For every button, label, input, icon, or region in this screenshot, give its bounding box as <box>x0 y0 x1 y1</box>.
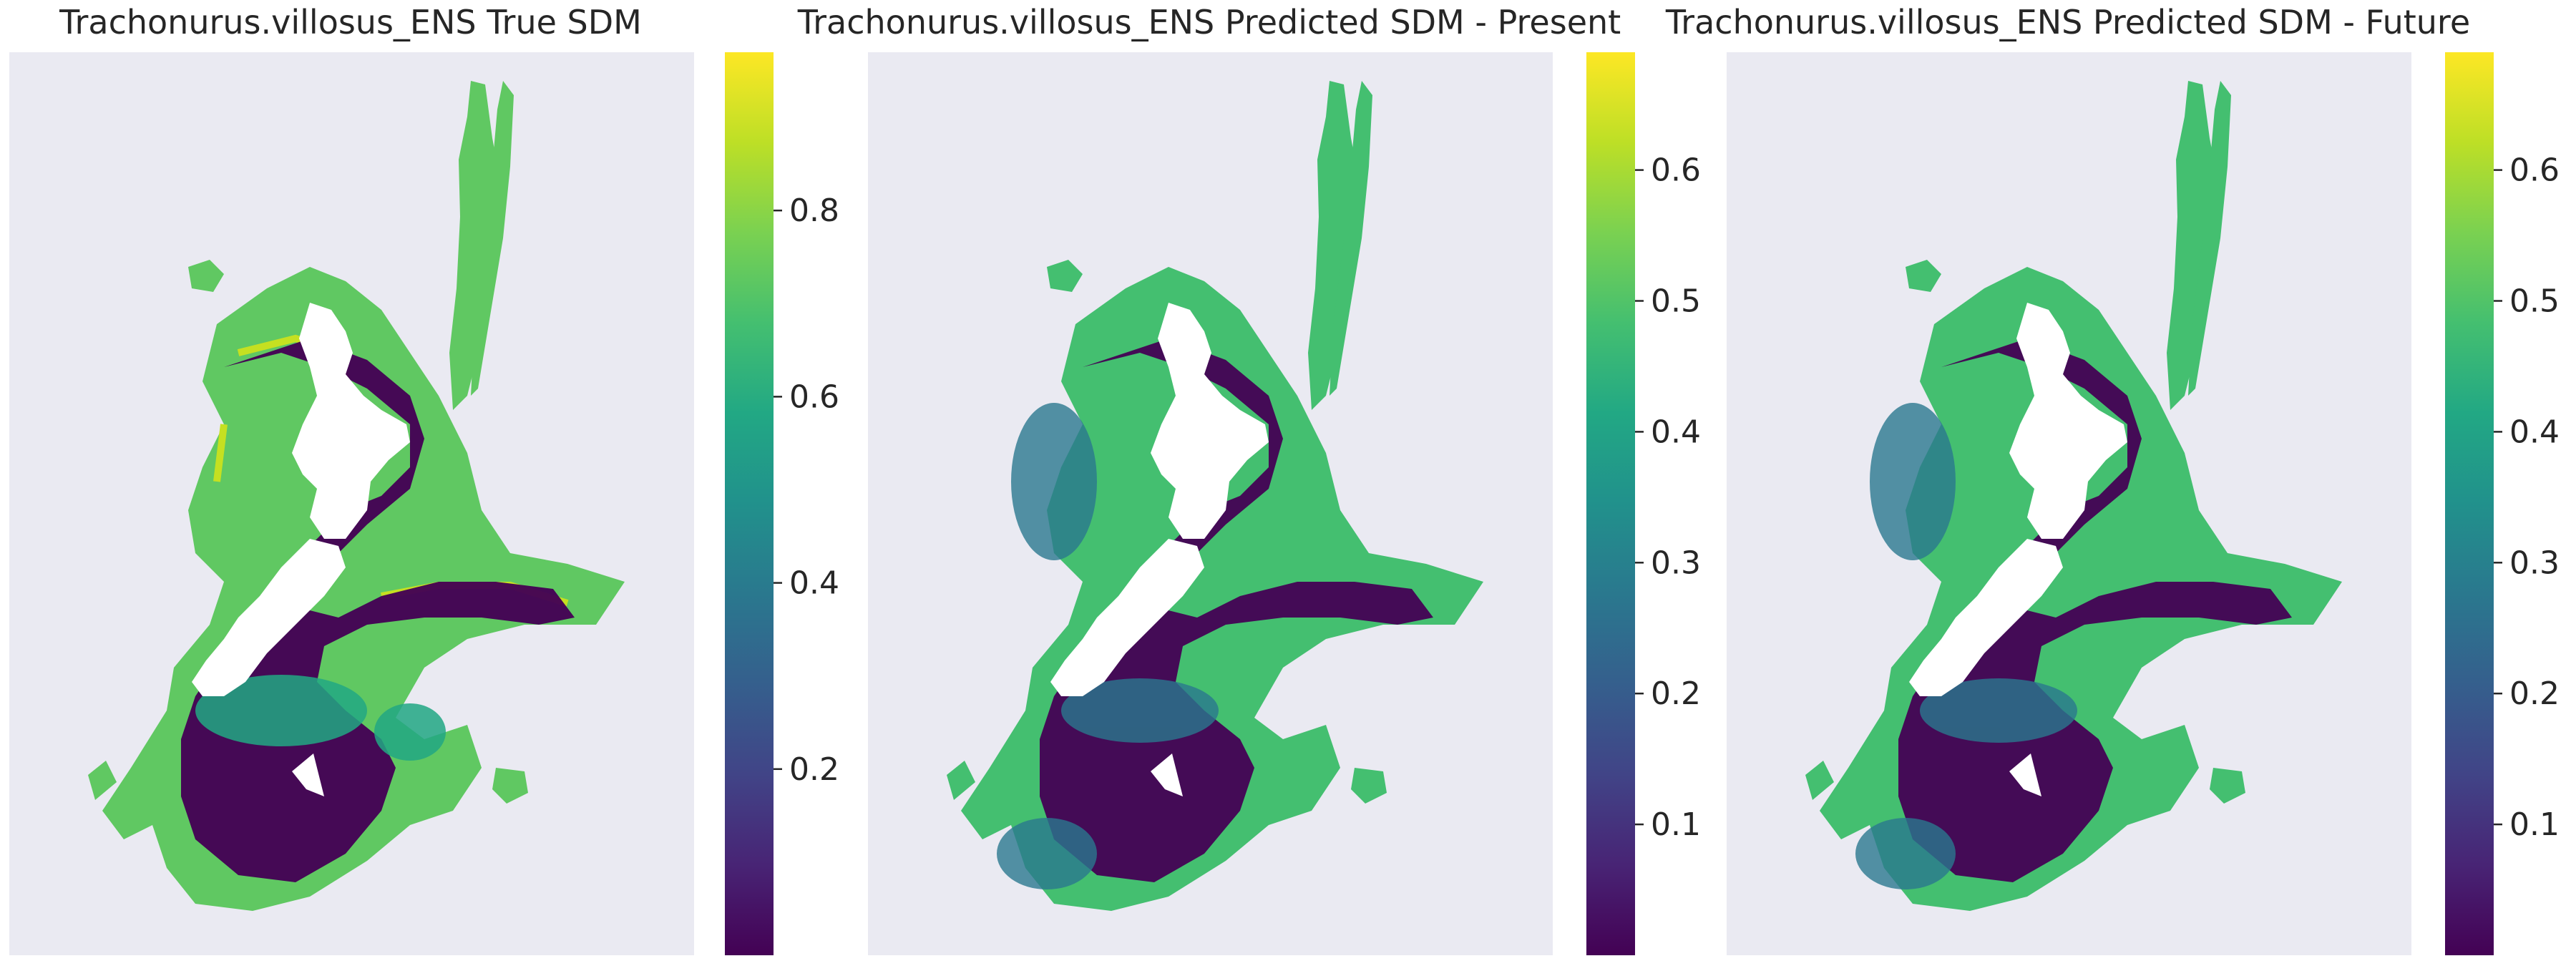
map-area <box>1727 52 2411 955</box>
colorbar-ticks: 0.1 0.2 0.3 0.4 0.5 0.6 <box>1635 152 1701 843</box>
mid-suitability-patch <box>195 675 446 761</box>
colorbar-tick-label: 0.3 <box>1651 545 1701 581</box>
colorbar-tick-label: 0.4 <box>2509 414 2560 450</box>
colorbar-tick-label: 0.6 <box>2509 152 2560 189</box>
colorbar-tick-label: 0.3 <box>2509 545 2560 581</box>
colorbar-tick-label: 0.5 <box>1651 283 1701 320</box>
mid-suitability-patch <box>1855 403 2077 889</box>
colorbar-tick-label: 0.6 <box>1651 152 1701 189</box>
colorbar-tick-label: 0.1 <box>2509 806 2560 843</box>
colorbar-tick-label: 0.2 <box>789 751 839 788</box>
colorbar <box>2445 52 2494 955</box>
panel-predicted-present: Trachonurus.villosus_ENS Predicted SDM -… <box>797 3 1701 955</box>
colorbar <box>725 52 774 955</box>
colorbar-tick-label: 0.2 <box>2509 675 2560 712</box>
panel-true-sdm: Trachonurus.villosus_ENS True SDM 0.2 0.4… <box>9 3 839 955</box>
panel-title: Trachonurus.villosus_ENS Predicted SDM -… <box>1665 3 2470 42</box>
colorbar-ticks: 0.2 0.4 0.6 0.8 <box>774 192 839 788</box>
colorbar-tick-label: 0.2 <box>1651 675 1701 712</box>
colorbar-tick-label: 0.4 <box>1651 414 1701 450</box>
colorbar-tick-label: 0.5 <box>2509 283 2560 320</box>
colorbar-ticks: 0.1 0.2 0.3 0.4 0.5 0.6 <box>2494 152 2560 843</box>
map-area <box>9 52 694 955</box>
colorbar <box>1586 52 1635 955</box>
panel-title: Trachonurus.villosus_ENS Predicted SDM -… <box>797 3 1621 42</box>
panel-predicted-future: Trachonurus.villosus_ENS Predicted SDM -… <box>1665 3 2560 955</box>
colorbar-tick-label: 0.6 <box>789 379 839 415</box>
colorbar-tick-label: 0.8 <box>789 192 839 229</box>
mid-suitability-patch <box>997 403 1219 889</box>
map-area <box>868 52 1553 955</box>
panel-title: Trachonurus.villosus_ENS True SDM <box>59 3 642 42</box>
colorbar-tick-label: 0.4 <box>789 565 839 602</box>
colorbar-tick-label: 0.1 <box>1651 806 1701 843</box>
